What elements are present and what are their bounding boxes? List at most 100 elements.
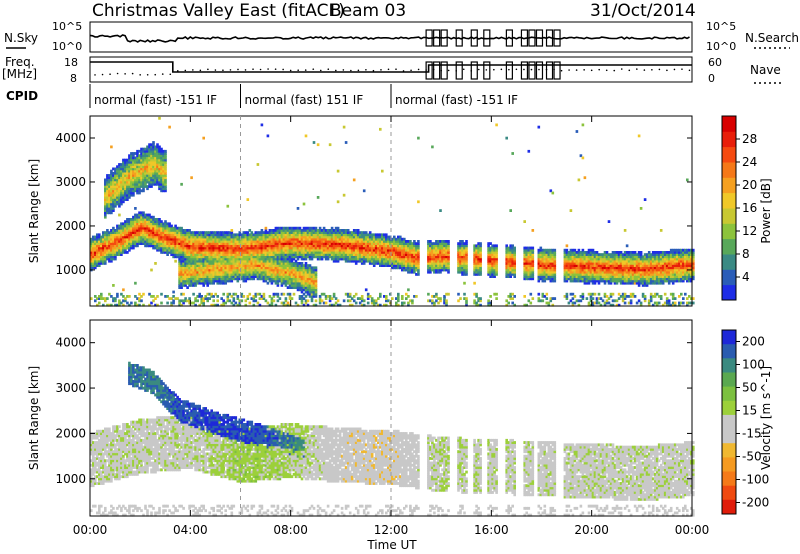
power-cell [379,295,382,298]
power-cell [238,235,242,239]
power-cell [178,286,181,289]
power-cell [383,295,386,298]
power-cell [162,242,165,245]
power-cell [346,248,350,252]
power-cell [250,246,254,250]
power-cell [372,259,376,263]
power-cell [116,187,119,191]
power-cell [300,295,304,298]
power-cell [174,248,177,252]
power-cell [150,165,153,169]
power-cell [457,255,460,259]
power-cell [447,292,450,296]
nave-dot [575,69,578,71]
power-cell [122,174,125,177]
power-cell [118,180,121,184]
power-cell [156,176,159,180]
power-cell [158,156,161,160]
power-cell [206,268,209,272]
power-cell [202,284,205,287]
power-cell [134,178,137,182]
power-cell [106,244,109,248]
power-cell [431,145,434,149]
power-cell [90,297,93,300]
power-cell [354,251,358,254]
power-cell [170,303,173,307]
power-cell [523,248,526,252]
power-cell [170,231,173,234]
power-cell [108,253,111,256]
power-cell [124,187,127,191]
power-cell [405,259,408,263]
power-cell [188,264,191,267]
power-cell [180,231,183,234]
power-cell [140,169,143,173]
power-cell [178,303,181,307]
power-cell [324,295,328,298]
power-cell [537,277,541,281]
power-cell [160,149,163,153]
power-cell [495,262,498,265]
power-cell [152,149,155,153]
power-cell [306,281,310,285]
power-cell [531,255,535,259]
power-cell [409,262,412,265]
power-cell [288,244,292,248]
power-cell [399,248,402,252]
power-cell [206,299,209,303]
power-cell [364,237,368,241]
power-cell [258,246,262,250]
power-cell [124,178,127,182]
power-cell [112,233,115,237]
power-cell [507,273,510,276]
power-cell [296,288,300,292]
power-cell [447,253,450,256]
power-cell [136,189,139,193]
power-cell [344,242,348,245]
date-label: 31/Oct/2014 [590,1,696,21]
power-cell [178,229,181,232]
power-cell [116,165,119,169]
power-cell [164,295,167,298]
power-cell [274,251,278,254]
power-cell [234,301,238,305]
power-cell [529,264,533,267]
power-cell [98,242,101,245]
power-cell [292,257,296,261]
power-cell [290,262,294,265]
power-cell [114,169,117,173]
power-cell [397,297,400,300]
power-cell [429,299,432,303]
power-cell [244,251,248,254]
power-cell [246,277,250,281]
power-cell [212,262,215,265]
power-cell [306,292,310,296]
power-cell [104,215,107,219]
power-cell [403,244,406,248]
power-cell [216,242,219,245]
power-cell [563,266,567,270]
power-cell [120,169,123,173]
power-cell [128,233,131,237]
power-cell [142,163,145,166]
power-cell [208,259,211,263]
power-cell [417,270,420,274]
power-cell [148,240,151,243]
power-cell [184,231,187,234]
power-cell [298,297,302,300]
power-cell [120,292,123,296]
power-cell [224,268,227,272]
power-cell [126,193,129,197]
power-cell [264,264,268,267]
power-cell [405,253,408,256]
power-cell [204,266,207,270]
power-cell [128,246,131,250]
power-cell [479,242,482,245]
power-cell [208,292,211,296]
power-cell [190,259,193,263]
power-cell [158,233,161,237]
power-cell [172,246,175,250]
power-cell [292,231,296,234]
power-cell [320,292,324,296]
power-cell [330,251,334,254]
